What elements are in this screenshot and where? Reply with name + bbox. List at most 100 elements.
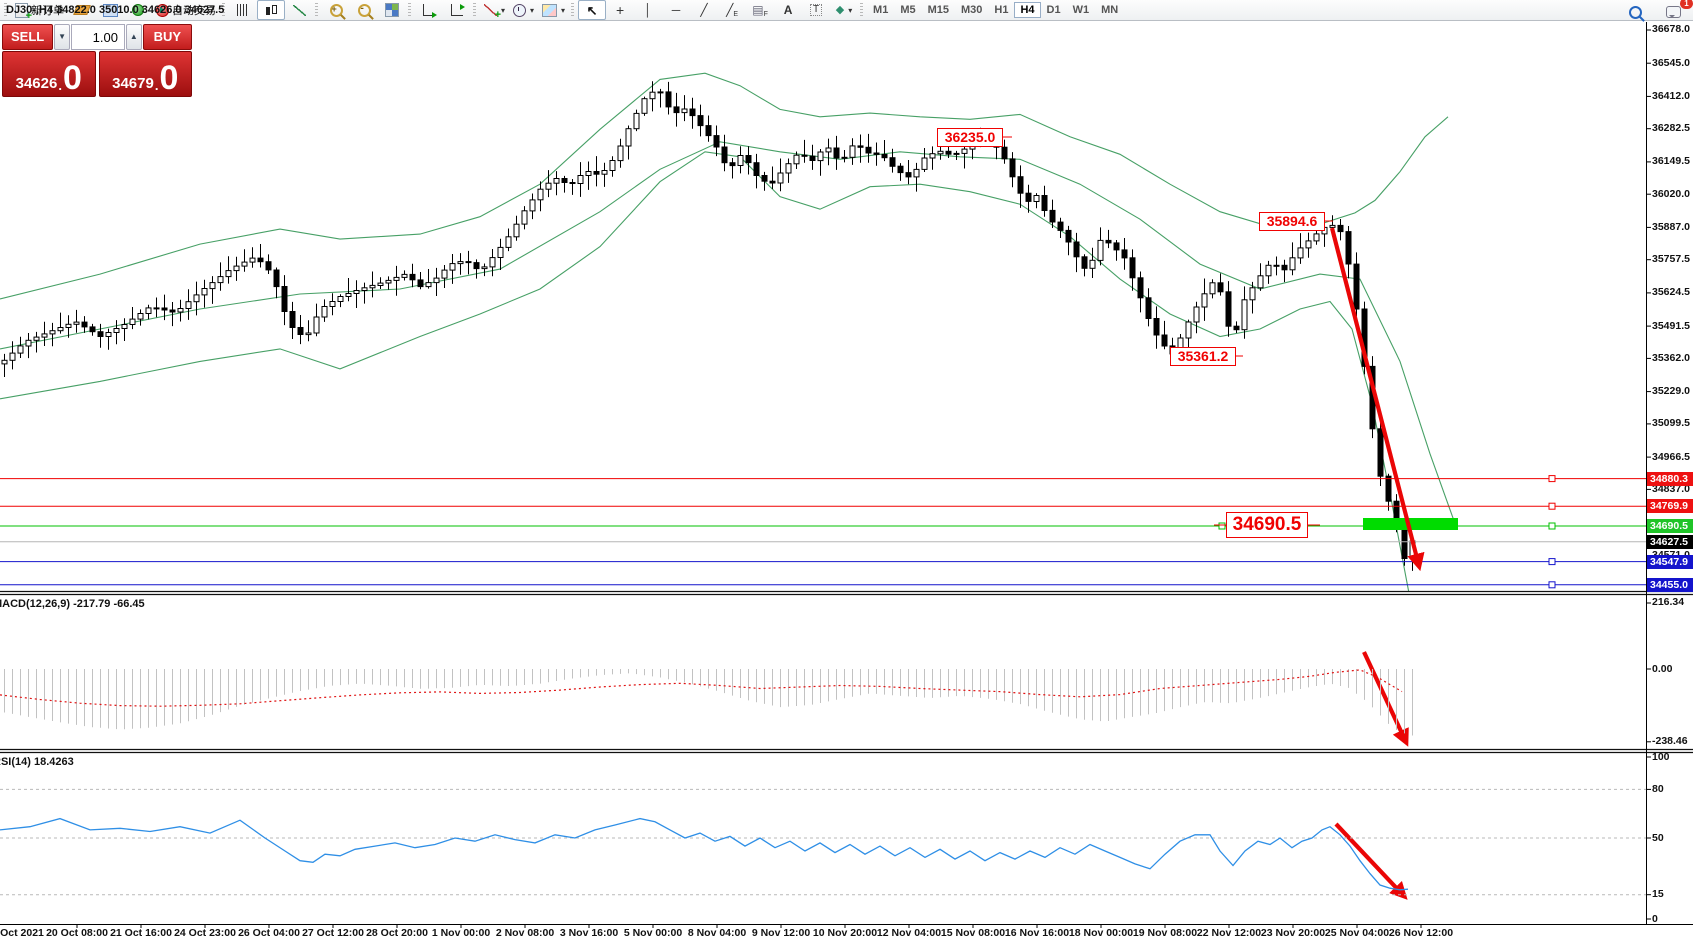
chevron-down-icon: ▾	[530, 5, 535, 15]
fibonacci-button[interactable]: ▤	[746, 0, 774, 20]
sell-price-button[interactable]: 34626. 0	[2, 51, 96, 97]
tf-m30-button[interactable]: M30	[961, 4, 983, 16]
chart-window[interactable]: DJ30-,H4 34822.0 35010.0 34626.0 34627.5…	[0, 4, 1693, 939]
time-label: 23 Nov 20:00	[1260, 927, 1326, 939]
crosshair-button[interactable]: +	[606, 0, 634, 20]
sell-button[interactable]: SELL	[2, 24, 54, 50]
hline-handle[interactable]	[1218, 522, 1226, 530]
new-order-button-label: 新订单	[31, 5, 64, 17]
rsi-tick-0: 0	[1652, 912, 1658, 925]
toolbar-group-grip	[473, 3, 476, 17]
macd-decline-arrow[interactable]	[1362, 651, 1409, 747]
rsi-decline-arrow[interactable]	[1334, 822, 1408, 900]
equidistant-channel-button[interactable]: ╱	[718, 0, 746, 20]
time-label: 15 Nov 08:00	[940, 927, 1006, 939]
chart-shift-button[interactable]	[443, 0, 471, 20]
volume-decrease-button[interactable]: ▼	[54, 24, 70, 50]
macd-tick--238.46: -238.46	[1652, 735, 1688, 748]
time-label: 16 Nov 16:00	[1004, 927, 1070, 939]
indicators-button[interactable]: ▾	[480, 0, 509, 21]
line-chart-button[interactable]	[285, 0, 313, 20]
time-label: 26 Nov 12:00	[1388, 927, 1454, 939]
cursor-button[interactable]: ↖	[578, 0, 607, 20]
vertical-line-button[interactable]: │	[634, 0, 662, 20]
price-tick-35887.0: 35887.0	[1652, 220, 1690, 233]
volume-input[interactable]	[70, 24, 125, 50]
trendline-button[interactable]: ╱	[690, 0, 718, 20]
hline-handle[interactable]	[1548, 475, 1556, 483]
tf-m15-button[interactable]: M15	[927, 4, 950, 16]
macd-indicator-label: MACD(12,26,9) -217.79 -66.45	[0, 598, 145, 610]
buy-price-button[interactable]: 34679. 0	[98, 51, 192, 97]
main-decline-arrow[interactable]	[1329, 227, 1425, 572]
price-tick-34837.0: 34837.0	[1652, 482, 1690, 495]
vline-icon: │	[644, 3, 652, 17]
tf-d1-button[interactable]: D1	[1046, 4, 1061, 16]
axis-tag-34455.0: 34455.0	[1647, 577, 1693, 592]
tile-windows-button[interactable]	[378, 0, 406, 20]
chevron-down-icon: ▾	[501, 5, 506, 15]
templates-button[interactable]: ▾	[538, 0, 569, 20]
tf-mn-button[interactable]: MN	[1101, 4, 1119, 16]
hline-handle[interactable]	[1548, 558, 1556, 566]
green-zone-rectangle[interactable]	[1363, 518, 1458, 530]
auto-scroll-button[interactable]	[415, 0, 443, 20]
price-level-label-34690.5[interactable]: 34690.5	[1226, 512, 1308, 538]
toolbar-group-grip	[315, 3, 318, 17]
sell-price-dot: .	[58, 78, 62, 93]
bar-chart-button[interactable]	[229, 0, 257, 20]
candles-layer[interactable]	[1, 81, 1416, 571]
hline-handle[interactable]	[1548, 522, 1556, 530]
text-label-button[interactable]: T	[802, 0, 830, 20]
auto-trading-button[interactable]: 自动交易	[152, 0, 220, 20]
price-tick-35491.5: 35491.5	[1652, 319, 1690, 332]
zoom-out-button[interactable]	[350, 0, 378, 20]
price-tick-36545.0: 36545.0	[1652, 56, 1690, 69]
market-watch-button[interactable]	[96, 0, 124, 20]
arrows-button[interactable]: ◆ ▾	[830, 0, 858, 20]
tf-m5-button[interactable]: M5	[900, 4, 916, 16]
tf-m1-button[interactable]: M1	[873, 4, 889, 16]
price-level-label-35894.6[interactable]: 35894.6	[1259, 212, 1325, 231]
time-label: 27 Oct 12:00	[302, 927, 364, 939]
notifications-button[interactable]: 1	[1659, 0, 1693, 22]
buy-button[interactable]: BUY	[142, 24, 192, 50]
axis-tag-34690.5: 34690.5	[1647, 519, 1693, 533]
price-tick-36412.0: 36412.0	[1652, 89, 1690, 102]
rsi-tick-100: 100	[1652, 750, 1670, 763]
chat-icon	[1665, 6, 1681, 18]
price-tick-36149.5: 36149.5	[1652, 155, 1690, 168]
time-label: 18 Nov 00:00	[1068, 927, 1134, 939]
new-order-button[interactable]: 新订单	[11, 0, 68, 22]
tf-h4-button[interactable]: H4	[1014, 2, 1041, 18]
volume-increase-button[interactable]: ▲	[125, 24, 142, 50]
tf-h1-button[interactable]: H1	[994, 4, 1009, 16]
toolbar-group-grip	[571, 3, 575, 17]
horizontal-line-button[interactable]: ─	[662, 0, 690, 20]
hline-handle[interactable]	[1548, 581, 1556, 589]
time-label: 2 Nov 08:00	[495, 927, 555, 939]
price-tick-36678.0: 36678.0	[1652, 23, 1690, 36]
text-icon: A	[783, 3, 793, 17]
axis-tag-34880.3: 34880.3	[1647, 471, 1693, 486]
cursor-icon: ↖	[586, 2, 598, 18]
shift-icon	[451, 4, 465, 16]
axis-tag-34769.9: 34769.9	[1647, 499, 1693, 514]
search-button[interactable]	[1621, 2, 1649, 22]
periods-button[interactable]: ▾	[509, 0, 538, 20]
zoom-in-button[interactable]	[322, 0, 350, 20]
crosshair-icon: +	[615, 2, 625, 18]
text-button[interactable]: A	[774, 0, 802, 20]
labelT-icon: T	[809, 4, 823, 16]
toolbar-group-grip	[222, 3, 225, 17]
price-level-label-36235.0[interactable]: 36235.0	[937, 128, 1003, 147]
price-level-label-35361.2[interactable]: 35361.2	[1170, 347, 1236, 366]
bollinger-upper-band	[0, 72, 1449, 300]
tf-w1-button[interactable]: W1	[1072, 4, 1090, 16]
hline-handle[interactable]	[1548, 502, 1556, 510]
signals-button[interactable]	[124, 0, 152, 20]
candlestick-chart-button[interactable]	[257, 0, 285, 20]
